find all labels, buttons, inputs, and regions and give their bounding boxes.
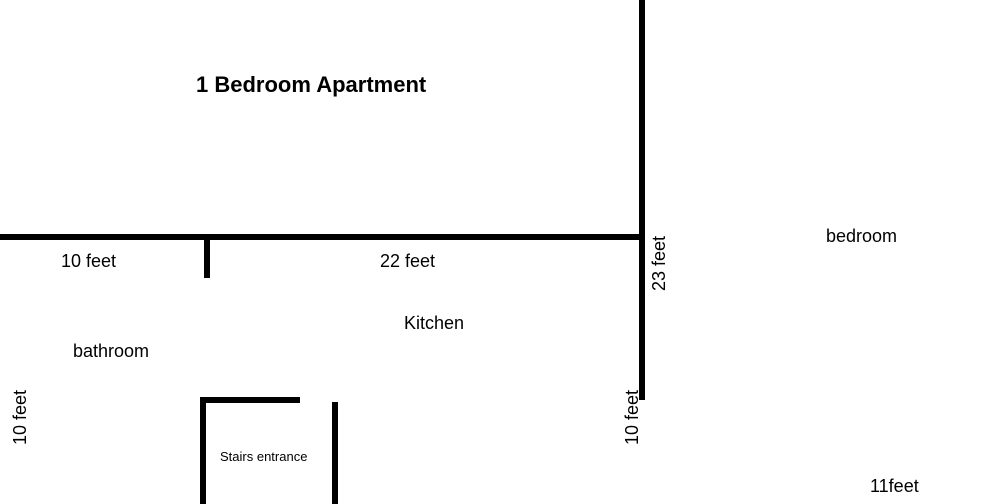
wall-stair-right-v (332, 402, 338, 504)
wall-bedroom-v (639, 0, 645, 400)
page-title: 1 Bedroom Apartment (196, 72, 426, 98)
room-bedroom: bedroom (826, 226, 897, 247)
dim-23feet: 23 feet (649, 236, 670, 291)
room-kitchen: Kitchen (404, 313, 464, 334)
dim-11feet: 11feet (870, 476, 919, 497)
dim-10feet-bath: 10 feet (10, 390, 31, 445)
wall-stair-left-v (200, 397, 206, 504)
stairs-entrance: Stairs entrance (220, 449, 307, 464)
room-bathroom: bathroom (73, 341, 149, 362)
wall-bath-div-v (204, 234, 210, 278)
wall-stair-top-h (200, 397, 300, 403)
dim-22feet: 22 feet (380, 251, 435, 272)
wall-main-h (0, 234, 642, 240)
dim-10feet-left: 10 feet (61, 251, 116, 272)
